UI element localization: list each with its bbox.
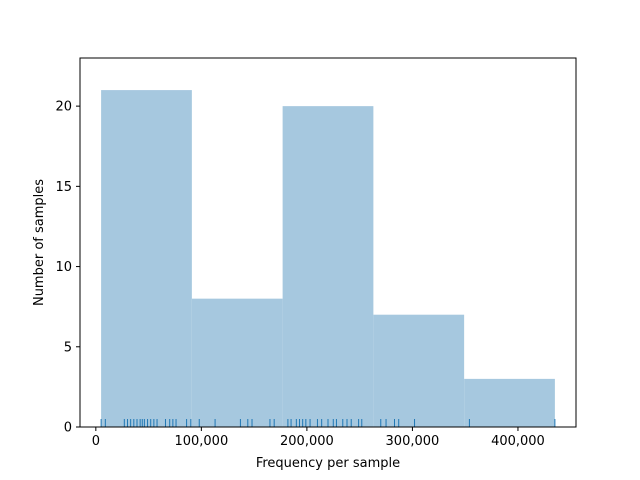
- rug-marks: [100, 419, 556, 427]
- y-tick-label: 0: [64, 421, 72, 436]
- x-tick-label: 300,000: [386, 434, 440, 449]
- y-tick-label: 5: [64, 340, 72, 355]
- y-tick-label: 10: [55, 260, 72, 275]
- histogram-bar-5: [464, 378, 555, 427]
- x-axis-ticks: 0 100,000 200,000 300,000 400,000: [92, 427, 545, 449]
- y-tick-label: 15: [55, 180, 72, 195]
- histogram-bars: [101, 90, 555, 427]
- histogram-bar-4: [373, 314, 465, 427]
- y-axis-ticks: 0 5 10 15 20: [55, 100, 80, 436]
- y-axis-label: Number of samples: [32, 179, 47, 306]
- histogram-bar-2: [191, 298, 283, 427]
- plot-frame: [79, 57, 577, 428]
- histogram-bar-3: [282, 106, 374, 427]
- x-axis-label: Frequency per sample: [256, 456, 400, 471]
- x-tick-label: 100,000: [174, 434, 228, 449]
- histogram-bar-1: [101, 90, 192, 427]
- x-tick-label: 400,000: [491, 434, 545, 449]
- x-tick-label: 200,000: [280, 434, 334, 449]
- y-tick-label: 20: [55, 100, 72, 115]
- x-tick-label: 0: [92, 434, 100, 449]
